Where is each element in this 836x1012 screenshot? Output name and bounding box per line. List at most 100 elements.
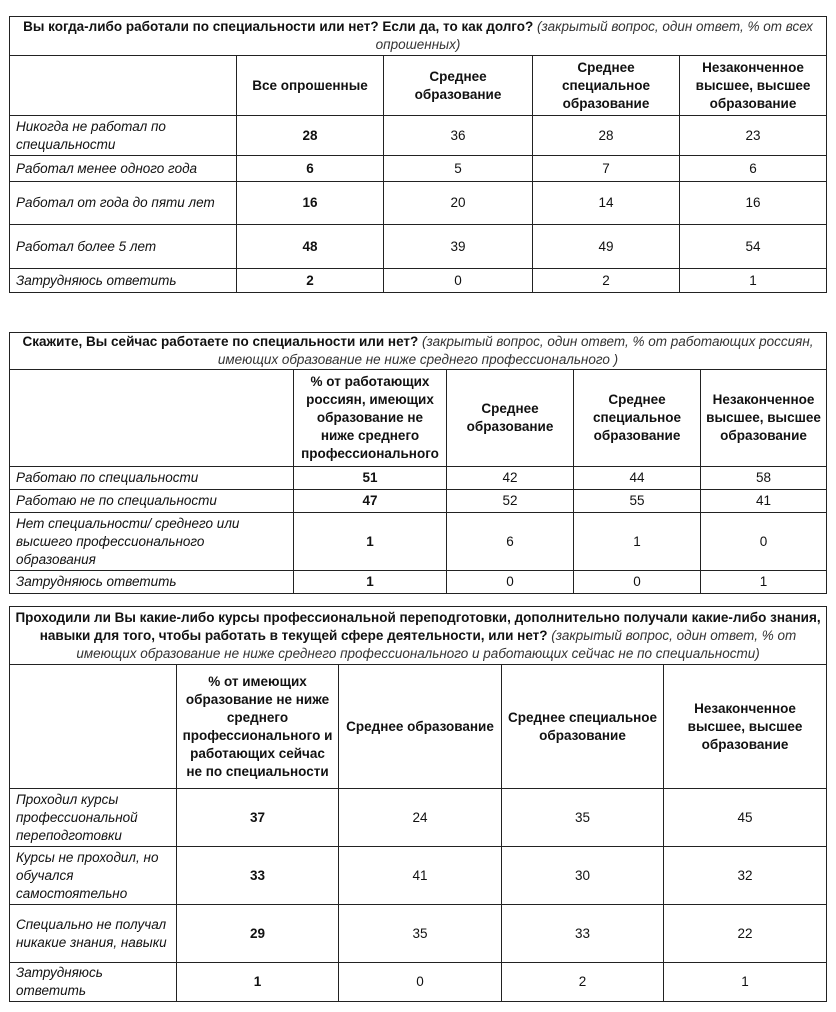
total-value-cell: 48 [236,224,384,269]
survey-table-2: Скажите, Вы сейчас работаете по специаль… [8,332,828,594]
value-cell: 6 [678,155,828,182]
column-header: Среднее специальное образование [501,664,664,789]
value-cell: 23 [678,115,828,156]
question-note: (закрытый вопрос, один ответ, % от работ… [217,334,814,367]
question-text: Вы когда-либо работали по специальности … [23,19,534,34]
row-label: Курсы не проходил, но обучался самостоят… [9,846,177,905]
column-header: Незаконченное высшее, высшее образование [678,55,828,116]
value-cell: 33 [501,904,664,963]
value-cell: 58 [699,466,828,490]
value-cell: 16 [678,181,828,225]
table-row: Работал от года до пяти лет 16 20 14 16 [9,181,828,225]
value-cell: 22 [662,904,828,963]
row-label: Никогда не работал по специальности [9,115,237,156]
value-cell: 0 [446,570,574,594]
value-cell: 1 [573,512,701,571]
table-row: Никогда не работал по специальности 28 36 2… [9,115,828,156]
table-row: Затрудняюсь ответить 2 0 2 1 [9,268,828,293]
total-value-cell: 6 [236,155,384,182]
value-cell: 0 [338,962,502,1002]
column-header [9,369,294,467]
column-header: Незаконченное высшее, высшее образование [699,369,828,467]
value-cell: 52 [446,489,574,513]
value-cell: 20 [383,181,533,225]
value-cell: 30 [501,846,664,905]
table-row: Нет специальности/ среднего или высшего … [9,512,828,571]
header-row: Все опрошенные Среднее образование Среднее… [9,55,828,116]
value-cell: 54 [678,224,828,269]
header-row: % от имеющих образование не ниже среднег… [9,664,828,789]
column-header: % от имеющих образование не ниже среднег… [176,664,339,789]
table-row: Специально не получал никакие знания, на… [9,904,828,963]
question-text: Проходили ли Вы какие-либо курсы професс… [15,609,821,643]
row-label: Работаю по специальности [9,466,294,490]
total-value-cell: 51 [293,466,447,490]
row-label: Специально не получал никакие знания, на… [9,904,177,963]
column-header [9,664,177,789]
table-row: Работал менее одного года 6 5 7 6 [9,155,828,182]
table-title: Проходили ли Вы какие-либо курсы професс… [8,606,828,665]
value-cell: 41 [699,489,828,513]
column-header: Среднее образование [383,55,533,116]
value-cell: 35 [501,788,664,847]
row-label: Работал от года до пяти лет [9,181,237,225]
table-row: Затрудняюсь ответить 1 0 0 1 [9,570,828,594]
column-header: Среднее образование [338,664,502,789]
value-cell: 0 [699,512,828,571]
total-value-cell: 16 [236,181,384,225]
row-label: Затрудняюсь ответить [9,570,294,594]
total-value-cell: 1 [293,570,447,594]
value-cell: 1 [699,570,828,594]
table-row: Работаю по специальности 51 42 44 58 [9,466,828,490]
row-label: Затрудняюсь ответить [9,268,237,293]
column-header: Все опрошенные [236,55,384,116]
table-title: Скажите, Вы сейчас работаете по специаль… [8,332,828,370]
value-cell: 2 [501,962,664,1002]
column-header: Среднее образование [446,369,574,467]
total-value-cell: 47 [293,489,447,513]
value-cell: 28 [532,115,680,156]
value-cell: 7 [532,155,680,182]
column-header: Среднее специальное образование [573,369,701,467]
row-label: Нет специальности/ среднего или высшего … [9,512,294,571]
value-cell: 41 [338,846,502,905]
question-note: (закрытый вопрос, один ответ, % от всех … [375,19,813,52]
total-value-cell: 1 [293,512,447,571]
table-row: Проходил курсы профессиональной переподг… [9,788,828,847]
value-cell: 49 [532,224,680,269]
question-text: Скажите, Вы сейчас работаете по специаль… [22,334,419,349]
value-cell: 44 [573,466,701,490]
value-cell: 0 [573,570,701,594]
row-label: Работаю не по специальности [9,489,294,513]
value-cell: 36 [383,115,533,156]
value-cell: 32 [662,846,828,905]
column-header: Среднее специальное образование [532,55,680,116]
survey-table-3: Проходили ли Вы какие-либо курсы професс… [8,606,828,1002]
total-value-cell: 1 [176,962,339,1002]
row-label: Затрудняюсь ответить [9,962,177,1002]
value-cell: 24 [338,788,502,847]
value-cell: 45 [662,788,828,847]
value-cell: 1 [678,268,828,293]
survey-table-1: Вы когда-либо работали по специальности … [8,16,828,293]
table-title: Вы когда-либо работали по специальности … [8,16,828,56]
question-note: (закрытый вопрос, один ответ, % от имеющ… [76,627,797,661]
column-header: % от работающих россиян, имеющих образов… [293,369,447,467]
row-label: Проходил курсы профессиональной переподг… [9,788,177,847]
total-value-cell: 2 [236,268,384,293]
value-cell: 14 [532,181,680,225]
table-row: Работаю не по специальности 47 52 55 41 [9,489,828,513]
value-cell: 55 [573,489,701,513]
table-row: Затрудняюсь ответить 1 0 2 1 [9,962,828,1002]
table-row: Курсы не проходил, но обучался самостоят… [9,846,828,905]
column-header: Незаконченное высшее, высшее образование [662,664,828,789]
value-cell: 42 [446,466,574,490]
total-value-cell: 29 [176,904,339,963]
column-header [9,55,237,116]
row-label: Работал более 5 лет [9,224,237,269]
value-cell: 1 [662,962,828,1002]
total-value-cell: 28 [236,115,384,156]
value-cell: 2 [532,268,680,293]
header-row: % от работающих россиян, имеющих образов… [9,369,828,467]
value-cell: 5 [383,155,533,182]
